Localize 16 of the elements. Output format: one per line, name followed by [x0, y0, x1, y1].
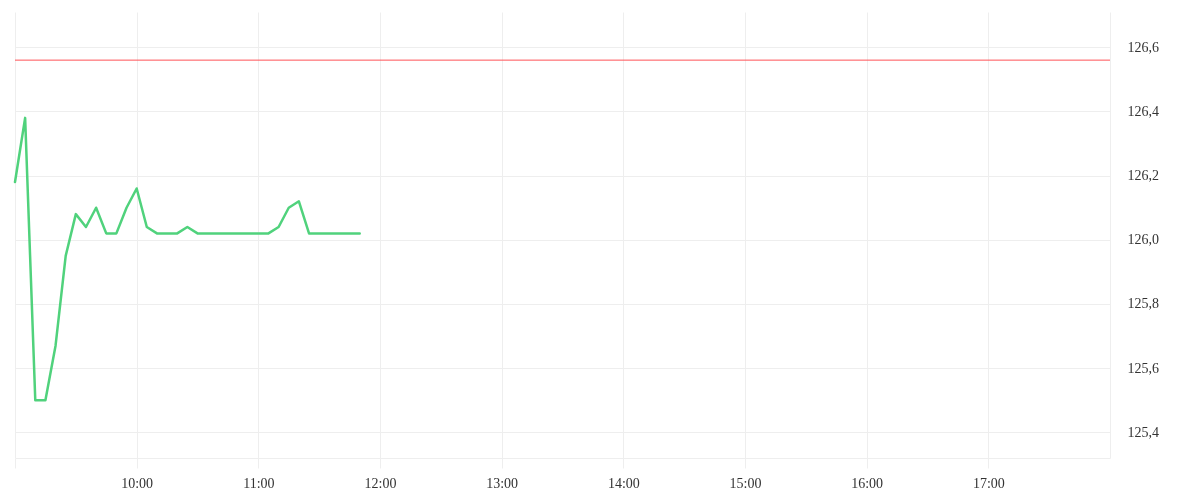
y-tick-label: 125,4: [1127, 424, 1159, 440]
x-tick-label: 16:00: [851, 475, 884, 491]
y-tick-label: 125,8: [1127, 296, 1159, 312]
y-tick-label: 126,4: [1127, 103, 1159, 119]
x-tick-label: 10:00: [121, 475, 154, 491]
x-tick-label: 12:00: [364, 475, 397, 491]
line-series: [13, 116, 361, 402]
y-tick-label: 125,6: [1127, 360, 1159, 376]
y-tick-label: 126,6: [1127, 39, 1159, 55]
x-tick-label: 14:00: [607, 475, 640, 491]
y-tick-label: 126,2: [1127, 168, 1159, 184]
x-tick-label: 13:00: [486, 475, 519, 491]
y-tick-label: 126,0: [1127, 232, 1159, 248]
x-tick-label: 17:00: [972, 475, 1005, 491]
x-tick-label: 15:00: [729, 475, 762, 491]
x-tick-label: 11:00: [243, 475, 275, 491]
